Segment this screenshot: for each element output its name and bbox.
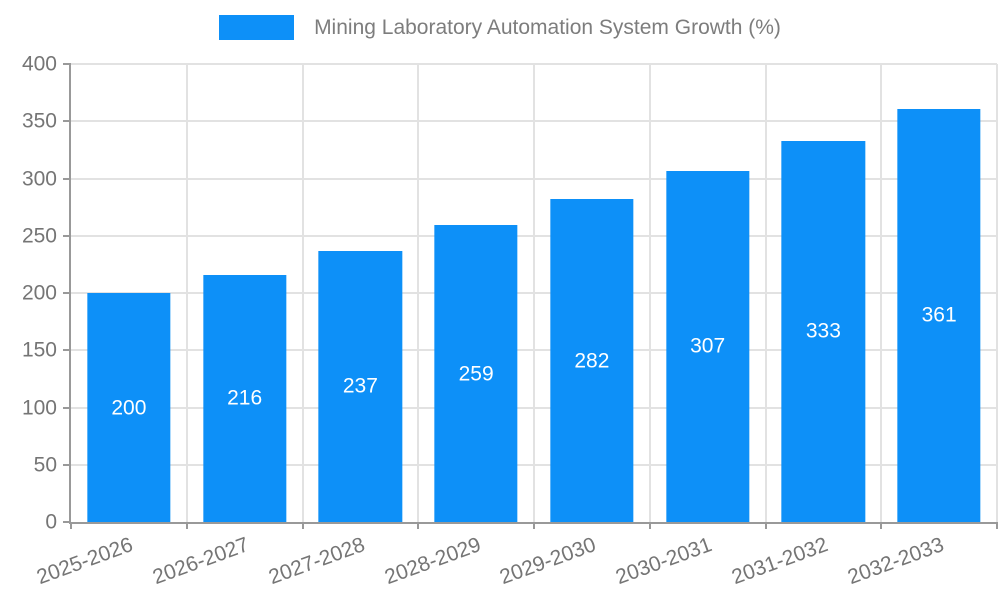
x-axis-tick [764, 522, 767, 529]
y-tick-label: 150 [21, 338, 57, 362]
x-gridline [648, 64, 651, 522]
bar-2026-2027[interactable]: 216 [202, 274, 287, 522]
bar-value-label: 282 [574, 349, 610, 373]
x-tick-label: 2027-2028 [265, 533, 368, 590]
y-tick-label: 100 [21, 396, 57, 419]
y-tick-label: 50 [33, 453, 57, 477]
legend-swatch [219, 15, 295, 40]
y-axis-tick [63, 177, 71, 180]
y-tick-label: 0 [45, 510, 57, 534]
x-tick-label: 2025-2026 [34, 533, 137, 590]
y-axis-tick [63, 292, 71, 294]
y-axis-tick [63, 234, 71, 237]
bar-2028-2029[interactable]: 259 [434, 225, 518, 522]
x-tick-label: 2026-2027 [149, 533, 253, 590]
x-axis-tick [417, 522, 420, 529]
x-gridline [880, 64, 883, 522]
bar-value-label: 307 [690, 334, 726, 358]
x-axis-tick [648, 522, 651, 529]
bar-2032-2033[interactable]: 361 [897, 108, 981, 522]
bar-value-label: 200 [111, 396, 147, 419]
x-axis-tick [880, 522, 883, 529]
x-gridline [417, 64, 420, 522]
legend-item[interactable]: Mining Laboratory Automation System Grow… [0, 15, 1000, 40]
bar-2030-2031[interactable]: 307 [665, 170, 750, 522]
y-tick-label: 400 [21, 52, 57, 76]
bar-2029-2030[interactable]: 282 [550, 199, 634, 522]
bar-2025-2026[interactable]: 200 [87, 293, 171, 522]
x-axis-tick [533, 522, 535, 529]
bar-value-label: 361 [921, 303, 957, 327]
bar-2027-2028[interactable]: 237 [318, 250, 403, 522]
x-tick-label: 2029-2030 [497, 533, 600, 590]
x-tick-label: 2032-2033 [844, 533, 947, 590]
x-tick-label: 2028-2029 [381, 533, 484, 590]
x-tick-label: 2031-2032 [728, 533, 831, 590]
y-tick-label: 300 [21, 167, 57, 190]
x-axis-tick [301, 522, 304, 529]
bar-value-label: 216 [227, 386, 263, 410]
x-axis-tick [70, 522, 72, 529]
x-axis-tick [185, 522, 188, 529]
y-axis-tick [63, 349, 71, 352]
y-axis-tick [63, 521, 71, 523]
y-tick-label: 350 [21, 109, 57, 133]
x-gridline [764, 64, 767, 522]
y-axis-tick [63, 120, 71, 123]
x-axis-tick [996, 522, 998, 529]
bar-value-label: 333 [805, 319, 841, 343]
x-gridline [533, 64, 535, 522]
x-gridline [301, 64, 304, 522]
y-tick-label: 250 [21, 224, 57, 248]
bar-2031-2032[interactable]: 333 [781, 140, 866, 522]
bar-value-label: 259 [458, 362, 494, 386]
y-axis-tick [63, 406, 71, 409]
x-gridline [996, 64, 998, 522]
y-axis-tick [63, 463, 71, 466]
plot-area: 0 50 100 150 200 250 300 350 400 200 2025-2026 216 2… [22, 54, 998, 589]
y-axis-tick [63, 63, 71, 65]
x-gridline [185, 64, 188, 522]
y-tick-label: 200 [21, 281, 57, 305]
bar-value-label: 237 [342, 374, 378, 398]
legend-label: Mining Laboratory Automation System Grow… [314, 15, 781, 39]
x-tick-label: 2030-2031 [612, 533, 716, 590]
